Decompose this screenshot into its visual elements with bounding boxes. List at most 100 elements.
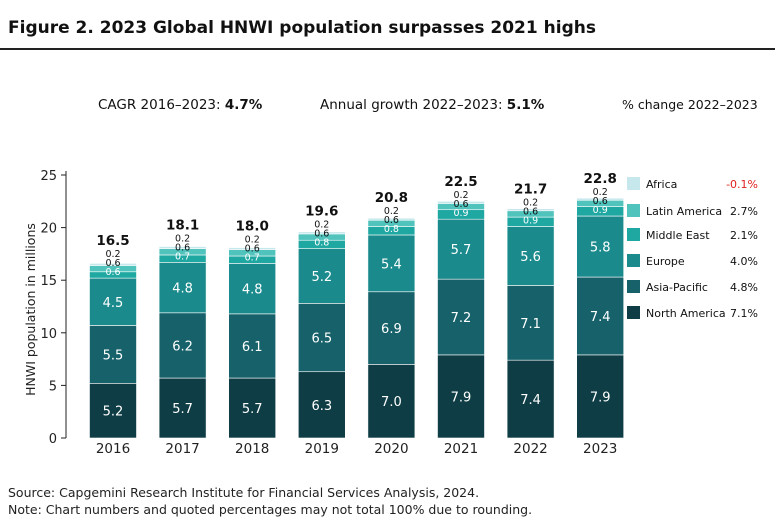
bar-segment-north-america xyxy=(89,382,137,439)
bar-total-label: 19.6 xyxy=(305,204,338,220)
bar-value-label: 6.3 xyxy=(311,399,332,414)
pct-change-header: % change 2022–2023 xyxy=(622,97,758,112)
bar-segment-europe xyxy=(89,277,137,326)
bar-segment-africa xyxy=(89,263,137,266)
bar-segment-africa xyxy=(158,246,207,249)
bar-value-label: 0.8 xyxy=(314,238,329,249)
legend-swatch-europe xyxy=(627,254,640,267)
bar-value-label: 0.2 xyxy=(523,198,538,209)
bar-value-label: 5.7 xyxy=(172,402,193,417)
source-note: Source: Capgemini Research Institute for… xyxy=(8,485,480,500)
bar-segment-asia-pacific xyxy=(228,313,276,379)
bar-value-label: 6.2 xyxy=(172,339,193,354)
bar-value-label: 0.6 xyxy=(245,243,260,254)
bar-value-label: 5.4 xyxy=(381,257,402,272)
x-tick-label: 2016 xyxy=(96,441,130,457)
bar-value-label: 0.2 xyxy=(593,187,608,198)
bar-segment-europe xyxy=(576,215,625,278)
cagr-label: CAGR 2016–2023: xyxy=(98,97,221,113)
bar-value-label: 0.2 xyxy=(105,249,120,260)
x-tick-label: 2022 xyxy=(513,441,547,457)
bar-segment-north-america xyxy=(576,354,625,439)
bar-segment-europe xyxy=(297,248,346,304)
bar-value-label: 5.6 xyxy=(520,250,541,265)
bar-value-label: 4.5 xyxy=(103,296,124,311)
cagr-value: 4.7% xyxy=(224,97,263,113)
bar-value-label: 7.1 xyxy=(520,317,541,332)
annual-growth-value: 5.1% xyxy=(506,97,545,113)
bar-segment-africa xyxy=(297,231,346,235)
bar-segment-asia-pacific xyxy=(89,325,137,384)
bar-value-label: 0.6 xyxy=(175,242,190,253)
bar-total-label: 22.8 xyxy=(584,171,617,187)
bar-value-label: 0.6 xyxy=(314,229,329,240)
bar-value-label: 5.8 xyxy=(590,241,611,256)
legend-swatch-middle-east xyxy=(627,228,640,241)
figure-title: Figure 2. 2023 Global HNWI population su… xyxy=(8,18,596,38)
legend-pct-change: 4.0% xyxy=(730,255,758,268)
bar-segment-north-america xyxy=(506,359,555,439)
bar-segment-europe xyxy=(506,226,555,286)
bar-value-label: 5.2 xyxy=(103,405,124,420)
bar-value-label: 7.4 xyxy=(590,310,611,325)
legend-pct-change: -0.1% xyxy=(726,178,758,191)
legend-label: North America xyxy=(646,307,726,320)
bar-value-label: 0.9 xyxy=(523,216,538,227)
legend-swatch-asia-pacific xyxy=(627,280,640,293)
bar-segment-africa xyxy=(576,197,625,201)
bar-value-label: 5.5 xyxy=(103,348,124,363)
bar-value-label: 5.7 xyxy=(242,402,263,417)
bar-segment-north-america xyxy=(437,354,485,439)
bar-value-label: 5.7 xyxy=(451,243,472,258)
cagr-stat: CAGR 2016–2023: 4.7% xyxy=(98,97,262,113)
rounding-note: Note: Chart numbers and quoted percentag… xyxy=(8,502,533,517)
legend-swatch-north-america xyxy=(627,306,640,319)
bar-value-label: 0.6 xyxy=(384,215,399,226)
bar-total-label: 20.8 xyxy=(375,190,408,206)
legend-label: Europe xyxy=(646,255,685,268)
bar-segment-africa xyxy=(506,208,555,212)
bar-segment-asia-pacific xyxy=(297,303,346,373)
bar-value-label: 0.9 xyxy=(593,205,608,216)
bar-value-label: 0.2 xyxy=(245,234,260,245)
bar-value-label: 0.6 xyxy=(105,258,120,269)
bar-segment-asia-pacific xyxy=(506,285,555,361)
legend-pct-change: 7.1% xyxy=(730,307,758,320)
bar-value-label: 5.2 xyxy=(311,270,332,285)
y-axis-label: HNWI population in millions xyxy=(23,223,38,396)
bar-value-label: 0.7 xyxy=(175,251,190,262)
x-tick-label: 2023 xyxy=(583,441,617,457)
stacked-bar-chart: 0 5 10 15 20 25 HNWI population in millions 5.2… xyxy=(23,169,758,457)
bar-segment-africa xyxy=(367,217,416,221)
title-divider xyxy=(0,48,775,50)
bar-value-label: 7.9 xyxy=(590,390,611,405)
x-tick-label: 2021 xyxy=(444,441,478,457)
bar-segment-africa xyxy=(228,247,276,250)
bar-segment-asia-pacific xyxy=(158,312,207,379)
bar-value-label: 0.7 xyxy=(245,252,260,263)
bar-total-label: 22.5 xyxy=(444,174,477,190)
bar-value-label: 0.6 xyxy=(453,199,468,210)
x-tick-label: 2018 xyxy=(235,441,269,457)
legend-pct-change: 2.1% xyxy=(730,229,758,242)
y-tick-label: 0 xyxy=(49,432,57,447)
bar-segment-north-america xyxy=(297,371,346,439)
bar-total-label: 16.5 xyxy=(96,233,129,249)
bar-value-label: 7.4 xyxy=(520,393,541,408)
bar-value-label: 0.8 xyxy=(384,224,399,235)
y-tick-label: 5 xyxy=(49,379,57,394)
annual-growth-stat: Annual growth 2022–2023: 5.1% xyxy=(320,97,544,113)
legend-pct-change: 4.8% xyxy=(730,281,758,294)
bar-total-label: 18.1 xyxy=(166,217,199,233)
bar-total-label: 21.7 xyxy=(514,182,547,198)
bar-value-label: 4.8 xyxy=(172,282,193,297)
bar-total-label: 18.0 xyxy=(236,218,269,234)
bar-segment-asia-pacific xyxy=(576,276,625,356)
bar-value-label: 0.2 xyxy=(175,233,190,244)
legend-label: Africa xyxy=(646,178,677,191)
bar-segment-europe xyxy=(158,262,207,314)
x-tick-label: 2017 xyxy=(165,441,199,457)
bar-value-label: 7.9 xyxy=(451,390,472,405)
bar-value-label: 0.2 xyxy=(314,220,329,231)
x-tick-label: 2020 xyxy=(374,441,408,457)
